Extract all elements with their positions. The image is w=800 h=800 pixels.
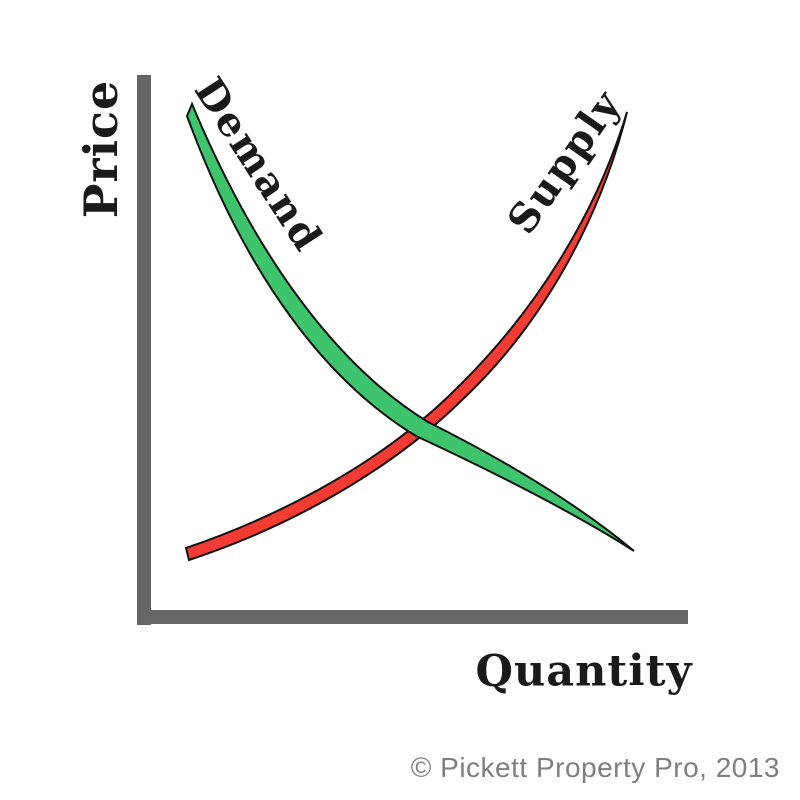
y-axis-line xyxy=(137,75,151,625)
demand-curve xyxy=(185,101,635,552)
x-axis-line xyxy=(137,610,688,624)
copyright-text: © Pickett Property Pro, 2013 xyxy=(410,752,780,783)
x-axis-label: Quantity xyxy=(475,646,693,697)
y-axis-label: Price xyxy=(74,79,128,219)
supply-curve xyxy=(184,111,628,562)
